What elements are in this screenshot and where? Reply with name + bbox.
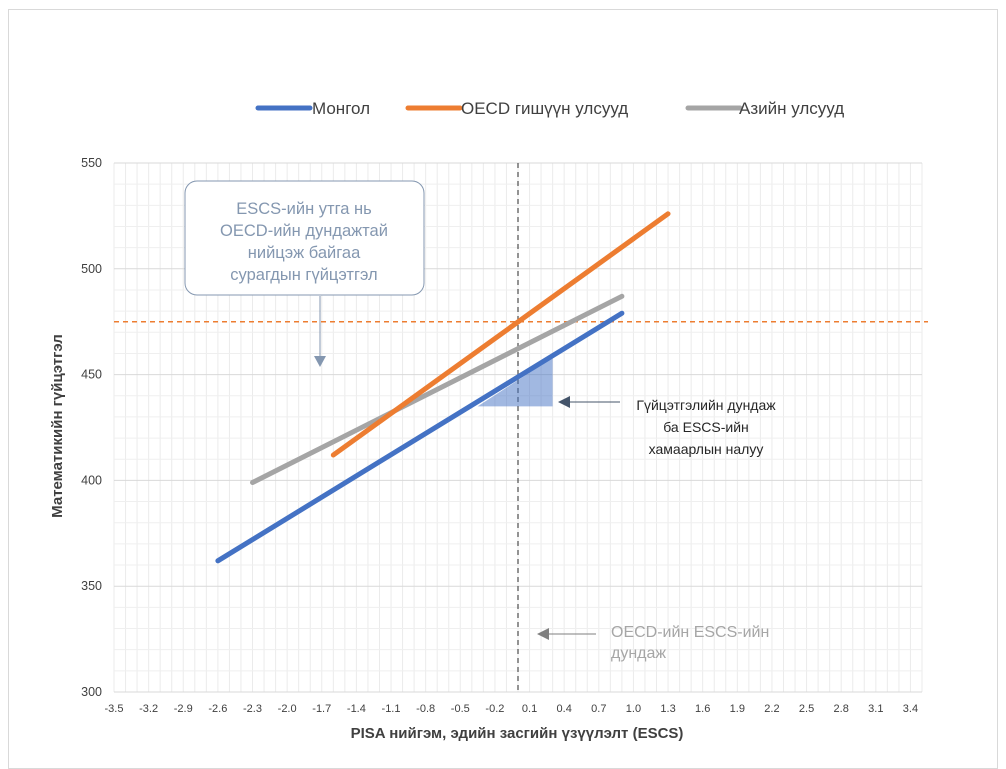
y-tick-label: 350 bbox=[81, 579, 102, 593]
x-tick-label: -2.6 bbox=[208, 703, 227, 715]
y-tick-label: 550 bbox=[81, 156, 102, 170]
x-tick-label: -2.0 bbox=[278, 703, 297, 715]
y-tick-label: 400 bbox=[81, 473, 102, 487]
x-tick-label: -1.7 bbox=[312, 703, 331, 715]
x-tick-label: -0.5 bbox=[451, 703, 470, 715]
x-tick-label: -0.2 bbox=[485, 703, 504, 715]
x-tick-label: 1.0 bbox=[626, 703, 641, 715]
series-line-2 bbox=[250, 293, 625, 486]
x-tick-label: 3.4 bbox=[903, 703, 918, 715]
slope-arrow-head bbox=[558, 396, 570, 408]
x-tick-label: 1.6 bbox=[695, 703, 710, 715]
x-tick-label: -3.5 bbox=[105, 703, 124, 715]
x-tick-label: 1.3 bbox=[660, 703, 675, 715]
legend-label: Монгол bbox=[312, 99, 370, 118]
slope-annotation-text: Гүйцэтгэлийн дундаж bbox=[636, 397, 776, 413]
legend-label: Азийн улсууд bbox=[739, 99, 844, 118]
x-tick-label: 0.7 bbox=[591, 703, 606, 715]
x-tick-label: 3.1 bbox=[868, 703, 883, 715]
slope-annotation-text: хамаарлын налуу bbox=[649, 441, 764, 457]
annotation-box bbox=[184, 180, 425, 296]
escs-annotation-text: дундаж bbox=[611, 645, 666, 662]
x-axis-title: PISA нийгэм, эдийн засгийн үзүүлэлт (ESC… bbox=[351, 725, 684, 742]
x-tick-label: -1.1 bbox=[382, 703, 401, 715]
series-line-0 bbox=[215, 310, 625, 564]
axes: 300 350 400 450 500 550 -3.5 -3.2 -2.9 -2.6 -2.3 -2… bbox=[81, 156, 918, 715]
x-tick-label: 2.5 bbox=[799, 703, 814, 715]
legend-label: OECD гишүүн улсууд bbox=[461, 99, 628, 118]
annotation-box-text: нийцэж байгаа bbox=[248, 244, 361, 262]
annotation-box-text: сурагдын гүйцэтгэл bbox=[230, 266, 377, 284]
y-tick-label: 450 bbox=[81, 368, 102, 382]
annotation-box-arrow-head bbox=[314, 356, 326, 367]
x-tick-label: 1.9 bbox=[730, 703, 745, 715]
escs-arrow-head bbox=[537, 628, 549, 640]
x-tick-label: -2.9 bbox=[174, 703, 193, 715]
series-layer bbox=[215, 211, 671, 564]
x-tick-label: 0.4 bbox=[557, 703, 572, 715]
slope-triangle bbox=[477, 357, 553, 407]
x-tick-label: 2.2 bbox=[764, 703, 779, 715]
series-line-1 bbox=[330, 211, 671, 458]
x-tick-label: -2.3 bbox=[243, 703, 262, 715]
annotations: ESCS-ийн утга нь OECD-ийн дундажтай нийцэж… bbox=[184, 180, 776, 662]
chart-canvas: 300 350 400 450 500 550 -3.5 -3.2 -2.9 -2.6 -2.3 -2… bbox=[49, 99, 928, 742]
escs-annotation-text: OECD-ийн ESCS-ийн bbox=[611, 624, 769, 641]
x-tick-label: -0.8 bbox=[416, 703, 435, 715]
y-tick-label: 500 bbox=[81, 262, 102, 276]
annotation-box-text: OECD-ийн дундажтай bbox=[220, 222, 388, 240]
y-axis-title: Математикийн гүйцэтгэл bbox=[49, 334, 66, 518]
x-tick-label: 0.1 bbox=[522, 703, 537, 715]
x-tick-label: 2.8 bbox=[834, 703, 849, 715]
x-tick-label: -3.2 bbox=[139, 703, 158, 715]
y-tick-label: 300 bbox=[81, 685, 102, 699]
annotation-box-text: ESCS-ийн утга нь bbox=[236, 200, 372, 218]
legend: Монгол OECD гишүүн улсууд Азийн улсууд bbox=[255, 99, 844, 118]
slope-annotation-text: ба ESCS-ийн bbox=[663, 419, 749, 435]
x-tick-label: -1.4 bbox=[347, 703, 366, 715]
